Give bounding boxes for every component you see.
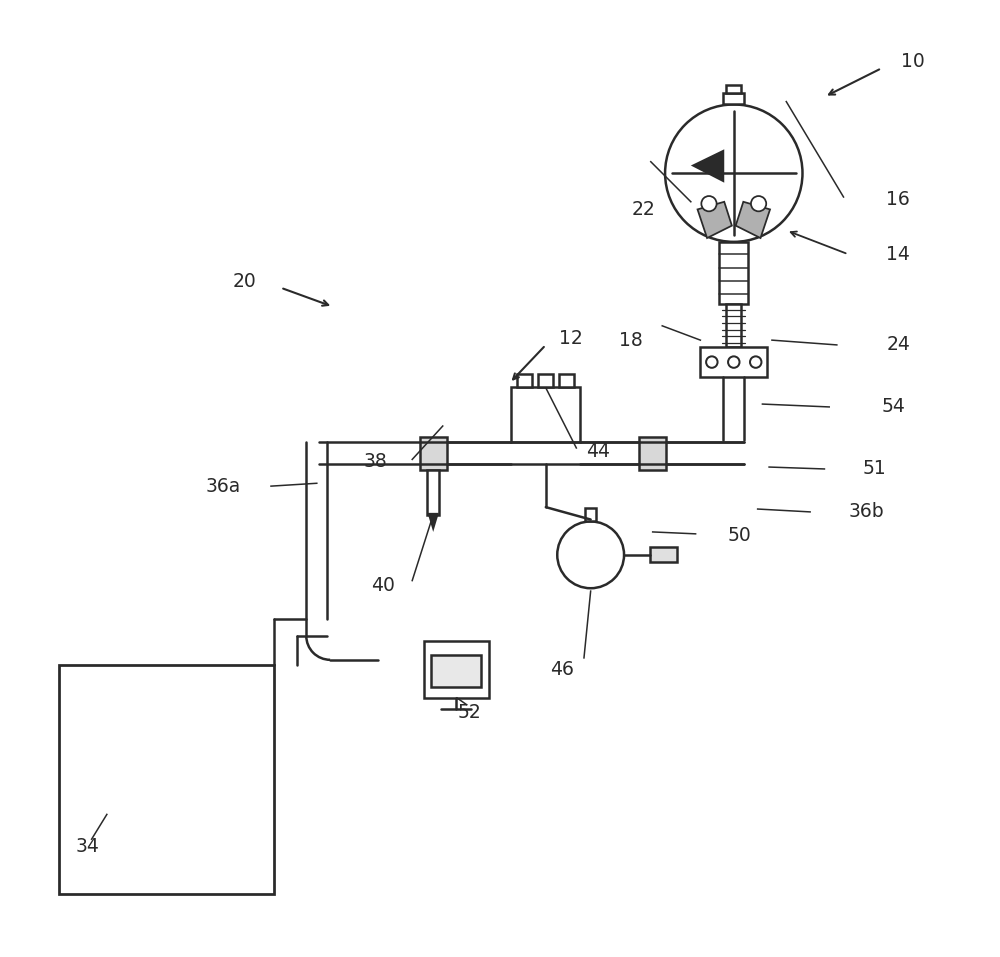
Text: 16: 16: [886, 190, 910, 210]
Bar: [427, 470, 439, 515]
Polygon shape: [691, 149, 724, 183]
Polygon shape: [736, 202, 770, 238]
Text: 52: 52: [458, 702, 481, 722]
Bar: [424, 641, 489, 698]
Bar: [517, 373, 532, 387]
Text: 10: 10: [901, 52, 925, 71]
Text: 44: 44: [586, 442, 610, 461]
Text: 38: 38: [364, 452, 387, 471]
Circle shape: [701, 196, 717, 211]
Bar: [420, 436, 447, 470]
Text: 36a: 36a: [205, 477, 240, 496]
Circle shape: [750, 356, 761, 367]
Text: 22: 22: [631, 200, 655, 219]
Text: 46: 46: [551, 659, 574, 679]
Text: 34: 34: [75, 837, 99, 857]
Bar: [538, 373, 553, 387]
Text: 18: 18: [619, 330, 643, 349]
Text: 50: 50: [727, 526, 751, 545]
Bar: [723, 93, 744, 104]
Text: 40: 40: [371, 576, 395, 595]
Bar: [585, 508, 596, 522]
Text: 51: 51: [863, 459, 886, 478]
Bar: [726, 304, 741, 346]
Bar: [431, 655, 481, 686]
Bar: [650, 547, 677, 563]
Text: 36b: 36b: [848, 502, 884, 522]
Circle shape: [728, 356, 740, 367]
Bar: [559, 373, 574, 387]
Polygon shape: [698, 202, 732, 238]
Text: 20: 20: [233, 273, 257, 292]
Bar: [726, 85, 741, 93]
Text: 54: 54: [882, 397, 906, 416]
Bar: [639, 436, 666, 470]
Text: 14: 14: [886, 245, 910, 264]
Polygon shape: [427, 513, 439, 532]
Circle shape: [751, 196, 766, 211]
Circle shape: [665, 104, 802, 242]
Text: 12: 12: [559, 328, 583, 347]
Circle shape: [557, 522, 624, 589]
Bar: [59, 664, 274, 894]
Text: 24: 24: [886, 335, 910, 354]
Bar: [719, 242, 748, 304]
Bar: [511, 387, 580, 442]
Circle shape: [706, 356, 718, 367]
Bar: [700, 346, 767, 377]
